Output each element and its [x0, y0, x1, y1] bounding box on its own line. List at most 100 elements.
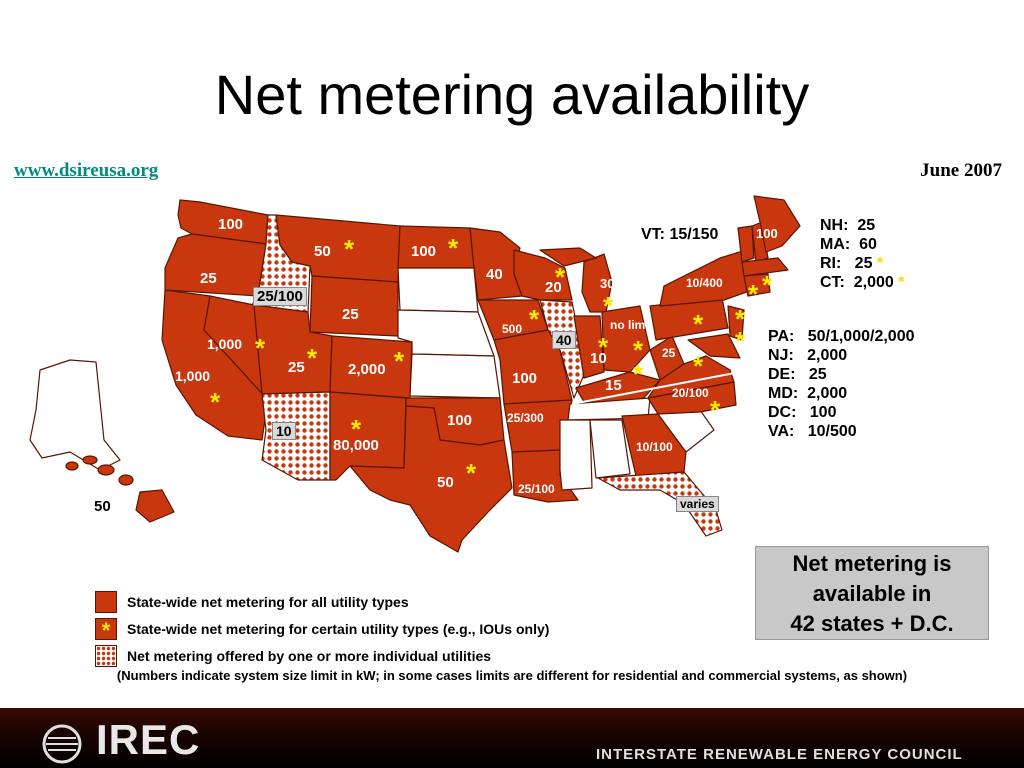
star-tx: *: [466, 458, 477, 488]
ma-row: MD: 2,000: [768, 385, 848, 402]
mid-atlantic-list: PA: 50/1,000/2,000 NJ: 2,000 DE: 25 MD: …: [768, 327, 914, 441]
label-mn: 40: [486, 266, 503, 283]
state-me: [753, 195, 801, 253]
label-nv: 1,000: [207, 336, 243, 352]
callout-line: 42 states + D.C.: [790, 611, 954, 636]
label-nd: 100: [411, 243, 437, 260]
state-sd: [397, 267, 479, 313]
state-ks: [409, 353, 501, 399]
state-tx: [349, 405, 513, 553]
label-tx: 50: [437, 474, 454, 491]
label-mo: 100: [512, 370, 538, 387]
ne-row: CT: 2,000 *: [820, 274, 905, 291]
source-link[interactable]: www.dsireusa.org: [14, 160, 159, 181]
label-wy: 25: [342, 306, 359, 323]
label-ga: 10/100: [636, 440, 673, 454]
legend-item-individual-utilities: Net metering offered by one or more indi…: [95, 642, 549, 669]
legend-swatch-pattern: [95, 644, 117, 667]
footnote: (Numbers indicate system size limit in k…: [116, 668, 908, 683]
ma-row: DC: 100: [768, 404, 837, 421]
state-ma: [741, 257, 789, 277]
star-ri: *: [762, 270, 773, 300]
star-in: *: [598, 332, 609, 362]
state-va: [647, 355, 735, 399]
summary-callout: Net metering is available in 42 states +…: [755, 546, 989, 640]
label-ok: 100: [447, 412, 473, 429]
star-nv: *: [255, 333, 266, 363]
star-mi: *: [603, 291, 614, 321]
label-id: 25/100: [253, 287, 307, 306]
legend-item-statewide: State-wide net metering for all utility …: [95, 588, 549, 615]
label-fl: varies: [676, 496, 719, 512]
label-ut: 25: [288, 359, 305, 376]
label-il: 40: [552, 331, 576, 349]
legend-item-certain-utilities: * State-wide net metering for certain ut…: [95, 615, 549, 642]
council-name: INTERSTATE RENEWABLE ENERGY COUNCIL: [596, 746, 963, 763]
ne-row: NH: 25: [820, 217, 876, 234]
star-ia: *: [529, 304, 540, 334]
state-nj: [727, 305, 745, 341]
label-co: 2,000: [348, 361, 386, 378]
label-az: 10: [272, 422, 296, 440]
ne-states-list: NH: 25 MA: 60 RI: 25 * CT: 2,000 *: [820, 216, 905, 292]
irec-logo-text: IREC: [96, 716, 201, 763]
border-line: [571, 371, 741, 405]
page-title: Net metering availability: [214, 63, 810, 126]
callout-line: Net metering is: [792, 551, 952, 576]
label-me: 100: [756, 226, 778, 241]
state-al: [589, 419, 631, 479]
state-nh: [751, 221, 769, 263]
legend-swatch-solid: [95, 590, 117, 613]
label-ar: 25/300: [507, 411, 544, 425]
label-oh: no limit: [610, 318, 653, 332]
state-hi-5: [135, 489, 175, 523]
ma-row: VA: 10/500: [768, 423, 857, 440]
star-ky: *: [633, 359, 644, 389]
state-ga: [621, 413, 687, 477]
star-nm: *: [351, 414, 362, 444]
star-nj: *: [735, 304, 746, 334]
state-vt: [737, 225, 755, 263]
label-in: 10: [590, 350, 607, 367]
star-va: *: [693, 351, 704, 381]
label-ny: 10/400: [686, 276, 723, 290]
star-mt: *: [344, 234, 355, 264]
state-ct: [743, 273, 771, 297]
star-co: *: [394, 346, 405, 376]
star-nc: *: [710, 395, 721, 425]
star-nd: *: [448, 233, 459, 263]
label-nc: 20/100: [672, 386, 709, 400]
star-pa: *: [693, 309, 704, 339]
state-ne: [397, 309, 495, 357]
state-ms: [559, 419, 593, 491]
label-la: 25/100: [518, 482, 555, 496]
state-fl: [597, 471, 723, 537]
label-mt: 50: [314, 243, 331, 260]
state-hi-1: [65, 461, 79, 471]
star-de: *: [735, 326, 746, 356]
state-oh: [601, 305, 651, 373]
irec-globe-icon: [42, 724, 82, 764]
state-mi-up: [539, 247, 597, 267]
ma-row: PA: 50/1,000/2,000: [768, 328, 915, 345]
date-label: June 2007: [920, 160, 1002, 181]
star-ut: *: [307, 343, 318, 373]
ne-row: MA: 60: [820, 236, 877, 253]
callout-line: available in: [812, 581, 932, 606]
label-ia: 500: [502, 322, 523, 336]
label-wv: 25: [662, 346, 676, 360]
footer-banner: IREC INTERSTATE RENEWABLE ENERGY COUNCIL: [0, 708, 1024, 768]
label-nm: 80,000: [333, 437, 379, 454]
label-ky: 15: [605, 377, 622, 394]
state-wi: [513, 249, 573, 301]
label-wa: 100: [218, 216, 244, 233]
legend-swatch-star: *: [95, 617, 117, 642]
legend: State-wide net metering for all utility …: [95, 588, 549, 669]
ne-row: RI: 25 *: [820, 255, 884, 272]
label-or: 25: [200, 270, 217, 287]
us-map: [29, 195, 801, 553]
state-il: [539, 299, 587, 399]
state-ak: [29, 359, 121, 471]
star-ct: *: [748, 279, 759, 309]
state-hi-4: [118, 474, 134, 486]
